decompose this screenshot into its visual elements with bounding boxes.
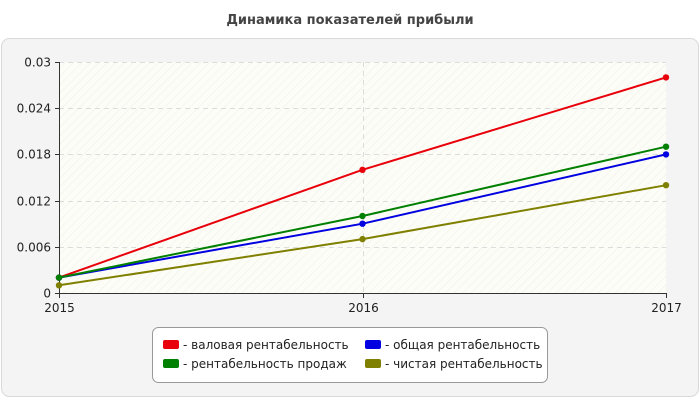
x-tick-label: 2017 — [651, 301, 682, 315]
y-tick-label: 0.024 — [17, 102, 51, 116]
data-point — [662, 143, 670, 150]
y-axis-ticks: 0 0.006 0.012 0.018 0.024 0.03 — [17, 56, 59, 301]
data-point — [359, 235, 366, 243]
x-axis-ticks: 2015 2016 2017 — [44, 293, 682, 315]
legend-box — [152, 327, 548, 383]
y-tick-label: 0.012 — [17, 195, 51, 209]
legend-swatch — [163, 340, 179, 349]
axes — [59, 62, 667, 294]
x-tick-label: 2015 — [44, 301, 75, 315]
legend-label: - рентабельность продаж — [183, 357, 347, 371]
legend-label: - валовая рентабельность — [183, 338, 349, 352]
data-point — [359, 166, 366, 173]
y-tick-label: 0.03 — [24, 56, 51, 70]
y-tick-label: 0.018 — [17, 148, 51, 162]
y-tick-label: 0 — [43, 287, 51, 301]
data-point — [359, 220, 366, 227]
legend-swatch — [163, 359, 179, 368]
legend-swatch — [365, 340, 381, 349]
data-point — [55, 274, 63, 281]
data-point — [662, 74, 670, 81]
data-point — [359, 212, 366, 220]
legend-label: - общая рентабельность — [385, 338, 540, 352]
legend: - валовая рентабельность - общая рентабел… — [163, 338, 543, 371]
series-group — [55, 74, 670, 289]
legend-swatch — [365, 359, 381, 368]
legend-label: - чистая рентабельность — [385, 357, 543, 371]
data-point — [55, 282, 63, 289]
chart-title: Динамика показателей прибыли — [226, 13, 473, 28]
y-tick-label: 0.006 — [17, 241, 51, 255]
data-point — [662, 182, 670, 189]
data-point — [662, 151, 670, 158]
x-tick-label: 2016 — [348, 301, 379, 315]
